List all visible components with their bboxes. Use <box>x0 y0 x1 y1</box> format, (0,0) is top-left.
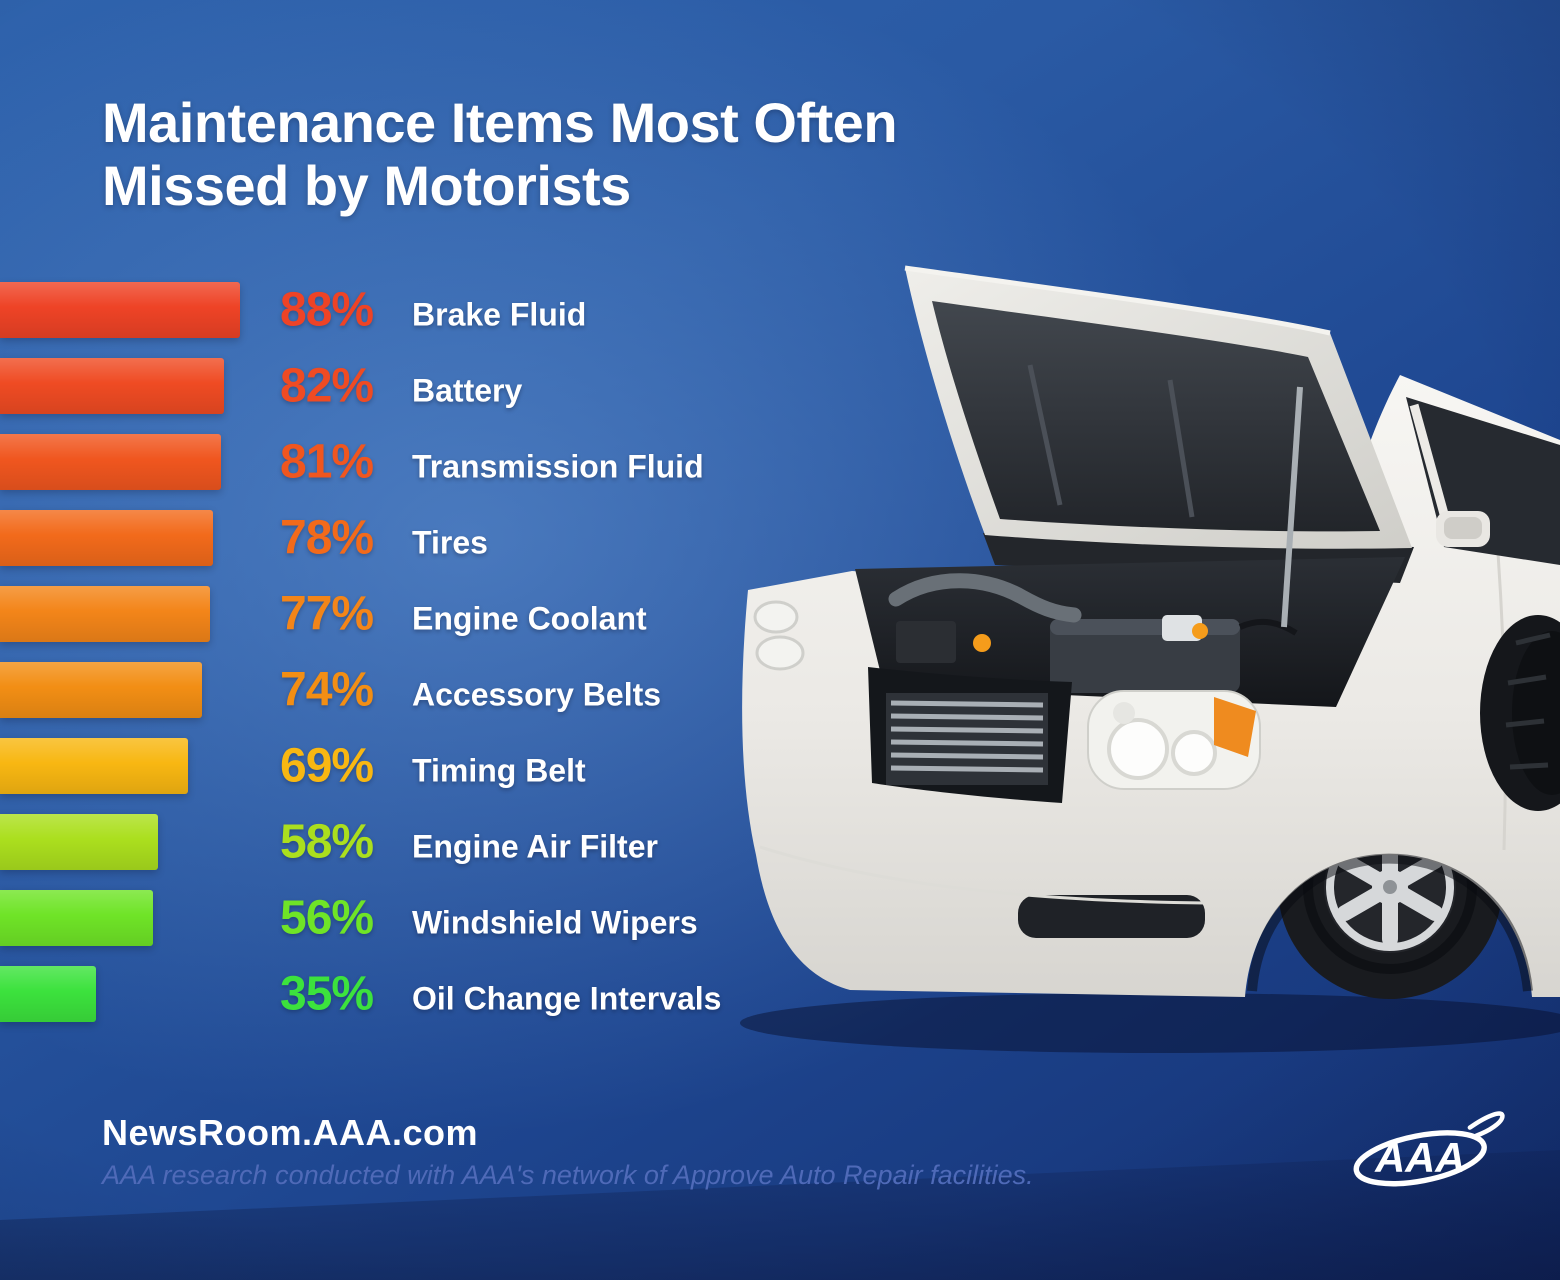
side-mirror <box>1436 511 1490 547</box>
bar-text: 78% Tires <box>280 511 488 566</box>
bar-text: 82% Battery <box>280 359 522 414</box>
bar <box>0 662 202 718</box>
bar-row: 74% Accessory Belts <box>0 652 780 728</box>
bar-percent: 82% <box>280 359 374 413</box>
title-line1: Maintenance Items Most Often <box>102 91 898 154</box>
site-url: NewsRoom.AAA.com <box>102 1112 479 1153</box>
bar-percent: 69% <box>280 739 374 793</box>
bar-chart: 88% Brake Fluid 82% Battery 81% Transmis… <box>0 272 780 1032</box>
bar <box>0 510 213 566</box>
logo-swoosh <box>1467 1111 1505 1138</box>
bar-text: 77% Engine Coolant <box>280 587 647 642</box>
bar-text: 69% Timing Belt <box>280 739 586 794</box>
bar-percent: 58% <box>280 815 374 869</box>
bar-row: 77% Engine Coolant <box>0 576 780 652</box>
bar-row: 78% Tires <box>0 500 780 576</box>
bar-label: Windshield Wipers <box>412 904 698 941</box>
bar-text: 35% Oil Change Intervals <box>280 967 721 1022</box>
bar <box>0 586 210 642</box>
rear-wheel <box>1480 615 1560 811</box>
bar-label: Tires <box>412 524 488 561</box>
bumper-intake <box>1018 895 1205 938</box>
bar-label: Engine Air Filter <box>412 828 658 865</box>
engine <box>888 573 1298 693</box>
wheel-arch-shadow <box>1247 853 1533 992</box>
corner-light <box>753 600 805 671</box>
bar-label: Accessory Belts <box>412 676 662 713</box>
hood-prop-rod <box>1281 386 1303 628</box>
aaa-logo: AAA <box>1348 1104 1506 1204</box>
car-illustration <box>700 235 1560 1055</box>
headlight <box>1087 690 1261 790</box>
bar-row: 56% Windshield Wipers <box>0 880 780 956</box>
bar-row: 81% Transmission Fluid <box>0 424 780 500</box>
bar-row: 82% Battery <box>0 348 780 424</box>
bar <box>0 282 240 338</box>
bar-text: 56% Windshield Wipers <box>280 891 698 946</box>
bar <box>0 434 221 490</box>
bar-row: 58% Engine Air Filter <box>0 804 780 880</box>
hood-open <box>904 265 1412 549</box>
bar-text: 74% Accessory Belts <box>280 663 661 718</box>
bar-percent: 88% <box>280 283 374 337</box>
bar <box>0 738 188 794</box>
bar-text: 88% Brake Fluid <box>280 283 586 338</box>
logo-text: AAA <box>1374 1134 1465 1181</box>
bar-percent: 74% <box>280 663 374 717</box>
bar-label: Engine Coolant <box>412 600 647 637</box>
bar-label: Transmission Fluid <box>412 448 704 485</box>
bar-percent: 78% <box>280 511 374 565</box>
bar-text: 58% Engine Air Filter <box>280 815 658 870</box>
bar-label: Oil Change Intervals <box>412 980 722 1017</box>
bar <box>0 966 96 1022</box>
page-title: Maintenance Items Most Often Missed by Mo… <box>102 91 898 217</box>
bar-row: 88% Brake Fluid <box>0 272 780 348</box>
bar-text: 81% Transmission Fluid <box>280 435 704 490</box>
aaa-logo-icon: AAA <box>1353 1111 1505 1187</box>
title-line2: Missed by Motorists <box>102 153 631 217</box>
grille <box>868 667 1072 803</box>
bar-percent: 81% <box>280 435 374 489</box>
bar-row: 69% Timing Belt <box>0 728 780 804</box>
bar-label: Brake Fluid <box>412 296 587 333</box>
bar <box>0 890 153 946</box>
bar-percent: 77% <box>280 587 374 641</box>
car-open-hood-icon <box>740 265 1560 1053</box>
bar-percent: 56% <box>280 891 374 945</box>
research-note: AAA research conducted with AAA's networ… <box>102 1160 1034 1190</box>
car-ground-shadow <box>740 993 1560 1053</box>
bar <box>0 814 158 870</box>
bar-label: Battery <box>412 372 523 409</box>
bar-label: Timing Belt <box>412 752 586 789</box>
bar <box>0 358 224 414</box>
bumper-crease <box>759 845 1206 905</box>
bar-row: 35% Oil Change Intervals <box>0 956 780 1032</box>
bar-percent: 35% <box>280 967 374 1021</box>
